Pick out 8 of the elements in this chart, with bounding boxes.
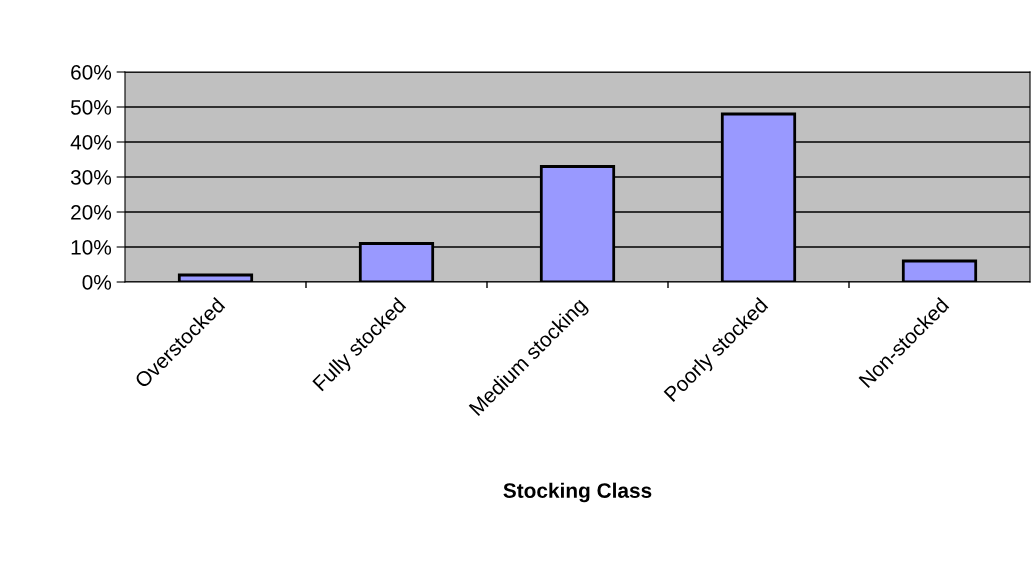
y-tick-label: 30% [70, 170, 112, 185]
y-tick-label: 10% [71, 240, 112, 255]
y-tick-label: 40% [70, 135, 112, 150]
y-tick-label: 50% [70, 100, 112, 115]
y-tick-label: 20% [71, 205, 112, 220]
y-tick-label: 0% [82, 275, 112, 290]
y-tick-label: 60% [71, 65, 112, 80]
x-axis-title: Stocking Class [503, 482, 652, 503]
